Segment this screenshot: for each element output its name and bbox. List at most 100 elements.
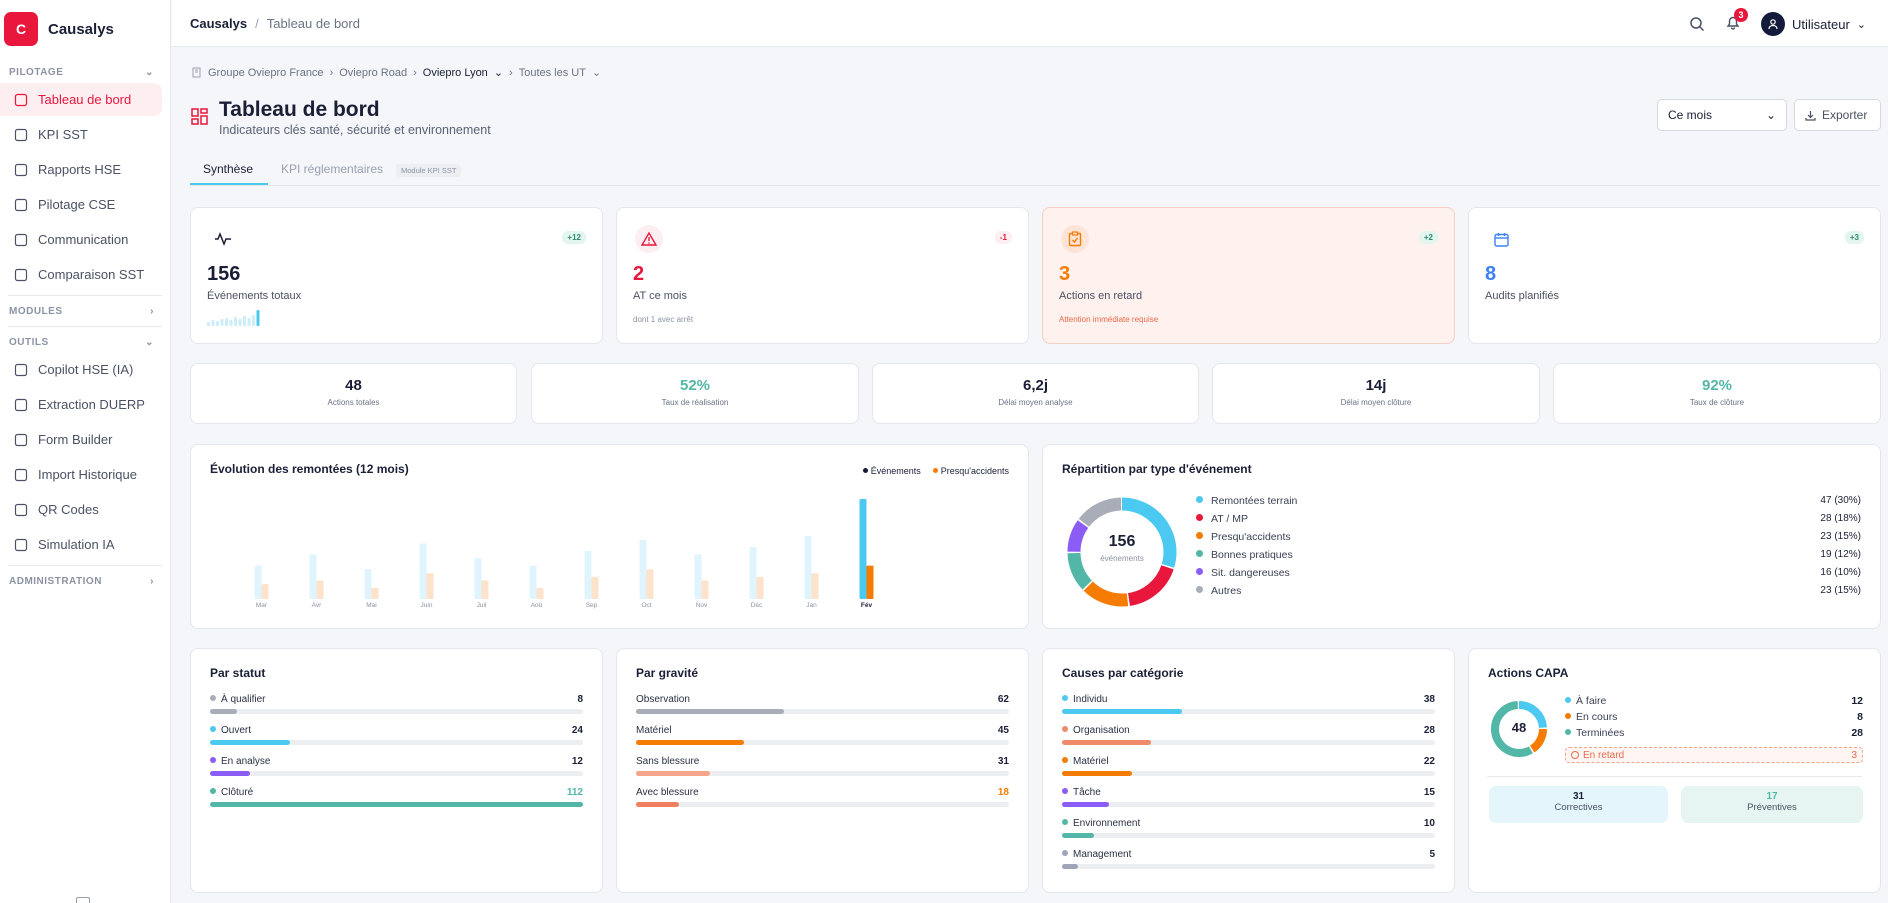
search-icon[interactable] bbox=[1689, 16, 1705, 32]
export-button[interactable]: Exporter bbox=[1794, 99, 1881, 131]
sidebar-item-import-historique[interactable]: Import Historique bbox=[0, 458, 162, 491]
sidebar-item-copilot-hse-ia-[interactable]: Copilot HSE (IA) bbox=[0, 353, 162, 386]
sidebar-item-label: Copilot HSE (IA) bbox=[38, 362, 134, 377]
sidebar-item-communication[interactable]: Communication bbox=[0, 223, 162, 256]
sidebar-item-label: Extraction DUERP bbox=[38, 397, 145, 412]
chevron-right-icon: › bbox=[150, 305, 154, 317]
item-value: 8 bbox=[577, 694, 583, 705]
sparkline bbox=[207, 310, 260, 326]
item-label: Environnement bbox=[1073, 818, 1141, 829]
legend-item: Presqu'accidents 23 (15%) bbox=[1196, 531, 1861, 543]
period-value: Ce mois bbox=[1668, 108, 1713, 122]
sidebar-item-simulation-ia[interactable]: Simulation IA bbox=[0, 528, 162, 561]
tab-kpi-reglementaires[interactable]: KPI réglementaires bbox=[281, 162, 384, 176]
list-item: Sans blessure 31 bbox=[636, 756, 1009, 776]
item-label: Tâche bbox=[1073, 787, 1101, 798]
user-icon bbox=[1768, 19, 1778, 30]
org-crumb-ut[interactable]: Toutes les UT bbox=[518, 66, 586, 79]
bar-evenements bbox=[859, 499, 867, 599]
list-item-header: À qualifier 8 bbox=[210, 694, 583, 705]
donut-center: 156 événements bbox=[1062, 533, 1182, 563]
bar-track bbox=[636, 709, 1009, 714]
org-crumb-group[interactable]: Groupe Oviepro France bbox=[208, 66, 324, 79]
sidebar-item-pilotage-cse[interactable]: Pilotage CSE bbox=[0, 188, 162, 221]
list-item-left: Management bbox=[1062, 849, 1131, 860]
preventives-box[interactable]: 17 Préventives bbox=[1681, 786, 1863, 823]
x-tick-label: Avr bbox=[312, 602, 322, 609]
section-administration[interactable]: ADMINISTRATION › bbox=[0, 570, 170, 592]
chart-legend: Événements Presqu'accidents bbox=[862, 466, 1009, 476]
legend-label: AT / MP bbox=[1211, 513, 1248, 525]
item-value: 62 bbox=[997, 694, 1009, 705]
bar-evenements bbox=[419, 543, 427, 599]
x-tick-label: Juil bbox=[477, 602, 487, 609]
user-menu[interactable]: Utilisateur ⌄ bbox=[1760, 12, 1866, 36]
divider bbox=[8, 565, 162, 566]
capa-card: Actions CAPA 48 À faire 12 En cours 8 Termin… bbox=[1468, 648, 1881, 893]
sparkline-bar bbox=[207, 322, 210, 326]
legend-left: Bonnes pratiques bbox=[1196, 549, 1293, 561]
list-item-left: Matériel bbox=[1062, 756, 1109, 767]
bar-fill bbox=[1062, 833, 1094, 838]
list-item-header: Clôturé 112 bbox=[210, 787, 583, 798]
org-breadcrumb: Groupe Oviepro France › Oviepro Road › Ovi… bbox=[191, 66, 601, 79]
bar-evenements bbox=[474, 558, 482, 599]
correctives-box[interactable]: 31 Correctives bbox=[1489, 786, 1668, 823]
legend-value: 47 (30%) bbox=[1820, 495, 1861, 506]
collapse-sidebar-icon[interactable] bbox=[76, 897, 90, 903]
capa-late-row[interactable]: En retard 3 bbox=[1565, 747, 1863, 763]
logo[interactable]: C Causalys bbox=[0, 0, 170, 58]
capa-total: 48 bbox=[1511, 720, 1527, 735]
list-item-left: Organisation bbox=[1062, 725, 1130, 736]
sidebar-item-tableau-de-bord[interactable]: Tableau de bord bbox=[0, 83, 162, 116]
kpi-card-at[interactable]: -1 2 AT ce mois dont 1 avec arrêt bbox=[616, 207, 1029, 344]
file-icon bbox=[14, 163, 28, 176]
kpi-card-late-actions[interactable]: +2 3 Actions en retard Attention immédia… bbox=[1042, 207, 1455, 344]
repartition-chart-card: Répartition par type d'événement 156 évé… bbox=[1042, 444, 1881, 629]
org-crumb-road[interactable]: Oviepro Road bbox=[339, 66, 408, 79]
sidebar-item-label: Pilotage CSE bbox=[38, 197, 116, 212]
sparkline-bar bbox=[216, 321, 219, 326]
stat-value: 48 bbox=[345, 377, 362, 394]
section-pilotage[interactable]: PILOTAGE ⌄ bbox=[0, 61, 170, 83]
item-label: En analyse bbox=[221, 756, 271, 767]
sidebar-item-form-builder[interactable]: Form Builder bbox=[0, 423, 162, 456]
import-icon bbox=[14, 468, 28, 481]
item-dot bbox=[1062, 695, 1068, 701]
bar-evenements bbox=[254, 565, 262, 599]
legend-left: Presqu'accidents bbox=[1196, 531, 1291, 543]
legend-swatch bbox=[1196, 514, 1203, 521]
kpi-card-audits[interactable]: +3 8 Audits planifiés bbox=[1468, 207, 1881, 344]
sidebar-item-comparaison-sst[interactable]: Comparaison SST bbox=[0, 258, 162, 291]
clock-icon bbox=[1571, 750, 1579, 759]
legend-item: Remontées terrain 47 (30%) bbox=[1196, 495, 1861, 507]
sidebar-item-kpi-sst[interactable]: KPI SST bbox=[0, 118, 162, 151]
sidebar-item-label: KPI SST bbox=[38, 127, 88, 142]
list-item: Tâche 15 bbox=[1062, 787, 1435, 807]
preventives-label: Préventives bbox=[1747, 802, 1797, 813]
breadcrumb-root[interactable]: Causalys bbox=[190, 15, 248, 31]
section-modules[interactable]: MODULES › bbox=[0, 300, 170, 322]
globe-icon bbox=[14, 538, 28, 551]
list-item: Matériel 45 bbox=[636, 725, 1009, 745]
bar-presquaccidents bbox=[371, 587, 379, 599]
bar-presquaccidents bbox=[536, 587, 544, 599]
stat-delai-cloture: 14j Délai moyen clôture bbox=[1212, 363, 1540, 424]
sidebar-item-qr-codes[interactable]: QR Codes bbox=[0, 493, 162, 526]
legend-label: Autres bbox=[1211, 585, 1242, 597]
kpi-card-events[interactable]: +12 156 Événements totaux bbox=[190, 207, 603, 344]
notifications-button[interactable]: 3 bbox=[1725, 7, 1748, 35]
sidebar-item-extraction-duerp[interactable]: Extraction DUERP bbox=[0, 388, 162, 421]
list-item-header: Organisation 28 bbox=[1062, 725, 1435, 736]
list-item-header: En analyse 12 bbox=[210, 756, 583, 767]
legend-value: 16 (10%) bbox=[1820, 567, 1861, 578]
legend-item: AT / MP 28 (18%) bbox=[1196, 513, 1861, 525]
section-outils[interactable]: OUTILS ⌄ bbox=[0, 331, 170, 353]
sidebar-item-rapports-hse[interactable]: Rapports HSE bbox=[0, 153, 162, 186]
org-crumb-lyon[interactable]: Oviepro Lyon bbox=[422, 66, 488, 79]
period-select[interactable]: Ce mois ⌄ bbox=[1657, 99, 1787, 131]
correctives-value: 31 bbox=[1572, 791, 1585, 802]
tab-synthese[interactable]: Synthèse bbox=[203, 162, 254, 176]
compare-icon bbox=[14, 268, 28, 281]
bar-fill bbox=[1062, 864, 1078, 869]
